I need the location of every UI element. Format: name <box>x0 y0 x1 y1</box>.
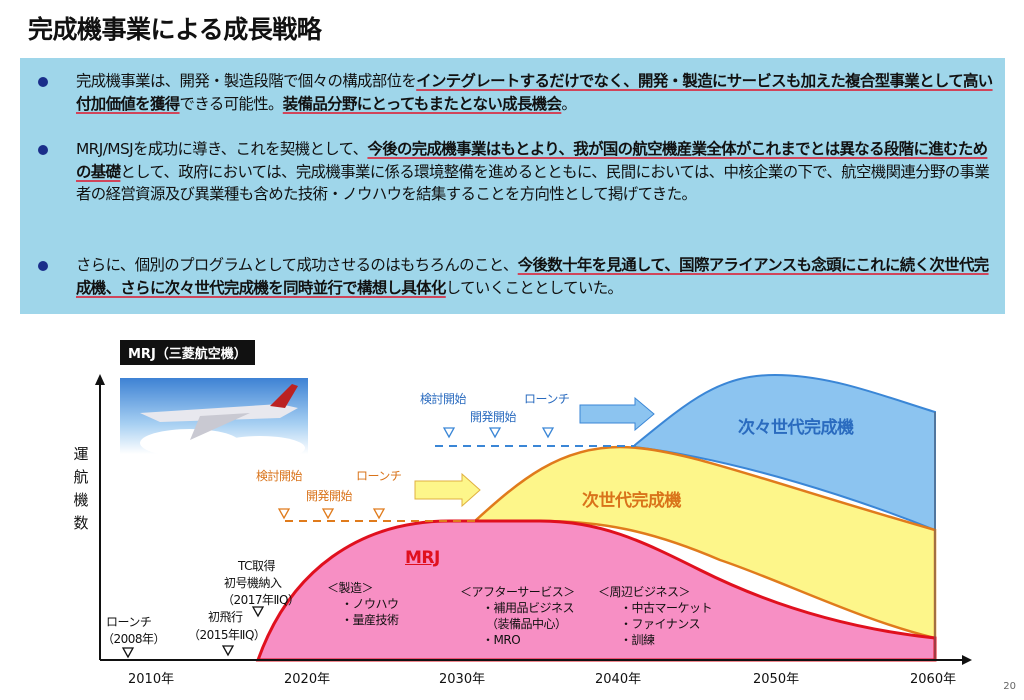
nextnext-launch: ローンチ <box>524 392 570 406</box>
bullet-3: さらに、個別のプログラムとして成功させるのはもちろんのこと、今後数十年を見通して… <box>38 254 993 299</box>
mrj-label: MRJ <box>405 548 440 568</box>
page-title: 完成機事業による成長戦略 <box>28 15 322 44</box>
mrj-tc: TC取得 <box>238 559 276 573</box>
biz-head: ＜アフターサービス＞ <box>460 585 575 599</box>
x-tick: 2020年 <box>284 672 331 687</box>
biz-head: ＜製造＞ <box>327 581 374 595</box>
mrj-launch-year: （2008年） <box>102 632 166 646</box>
emphasis-text: 装備品分野にとってもまたとない成長機会 <box>282 94 562 113</box>
biz-item: ・量産技術 <box>341 613 399 627</box>
x-tick: 2010年 <box>128 672 175 687</box>
biz-item: ・ファイナンス <box>620 617 701 631</box>
y-axis-label: 運航機数 <box>73 445 89 532</box>
body-text: 完成機事業は、開発・製造段階で個々の構成部位を <box>76 72 417 90</box>
nextnext-dev: 開発開始 <box>470 410 517 424</box>
next-gen-label: 次世代完成機 <box>582 491 682 511</box>
bullet-dot-icon <box>38 77 48 87</box>
bullet-text: さらに、個別のプログラムとして成功させるのはもちろんのこと、今後数十年を見通して… <box>76 254 993 299</box>
nextnext-study: 検討開始 <box>420 392 467 406</box>
mrj-aircraft-image <box>120 378 308 454</box>
bullet-2: MRJ/MSJを成功に導き、これを契機として、今後の完成機事業はもとより、我が国… <box>38 138 993 206</box>
next-next-gen-label: 次々世代完成機 <box>738 418 854 438</box>
body-text: として、政府においては、完成機事業に係る環境整備を進めるとともに、民間においては… <box>76 162 990 204</box>
body-text: できる可能性。 <box>179 94 284 113</box>
x-tick: 2060年 <box>910 672 957 687</box>
next-gen-arrow <box>414 472 481 508</box>
x-tick: 2040年 <box>595 672 642 687</box>
milestone-triangles <box>121 427 555 659</box>
mrj-first-delivery: 初号機納入 <box>224 576 282 590</box>
biz-item: （装備品中心） <box>486 617 567 631</box>
emphasis-text: 今後の完成機事業はもとより、我が国の航空機産業全体がこれまでとは異なる段階に進む… <box>76 140 988 181</box>
next-dev: 開発開始 <box>306 489 353 503</box>
biz-head: ＜周辺ビジネス＞ <box>598 585 691 599</box>
mrj-delivery-date: （2017年ⅡQ） <box>222 593 300 607</box>
mrj-first-flight: 初飛行 <box>208 610 243 624</box>
page-number: 20 <box>1003 681 1016 692</box>
mrj-first-flight-date: （2015年ⅡQ） <box>188 628 266 642</box>
body-text: MRJ/MSJを成功に導き、これを契機として、 <box>76 140 368 158</box>
biz-item: ・訓練 <box>620 633 655 647</box>
body-text: 。 <box>561 94 577 113</box>
next-next-gen-area <box>634 373 936 532</box>
emphasis-text: インテグレートするだけでなく、開発・製造にサービスも加えた複合型事業として高い付… <box>76 72 993 113</box>
biz-peripheral: ＜周辺ビジネス＞ ・中古マーケット ・ファイナンス ・訓練 <box>598 584 713 648</box>
mrj-area <box>255 519 937 662</box>
bullet-text: MRJ/MSJを成功に導き、これを契機として、今後の完成機事業はもとより、我が国… <box>76 138 993 206</box>
x-tick: 2050年 <box>753 672 800 687</box>
bullet-1: 完成機事業は、開発・製造段階で個々の構成部位をインテグレートするだけでなく、開発… <box>38 70 993 115</box>
body-text: していくこととしていた。 <box>445 278 623 297</box>
biz-item: ・MRO <box>482 633 521 647</box>
bullet-dot-icon <box>38 145 48 155</box>
biz-manufacturing: ＜製造＞ ・ノウハウ ・量産技術 <box>327 580 399 628</box>
biz-aftersales: ＜アフターサービス＞ ・補用品ビジネス （装備品中心） ・MRO <box>460 584 575 648</box>
mrj-tag: MRJ（三菱航空機） <box>120 340 255 365</box>
next-next-gen-arrow <box>579 396 655 432</box>
biz-item: ・中古マーケット <box>620 601 713 615</box>
biz-item: ・ノウハウ <box>341 597 399 611</box>
summary-box: 完成機事業は、開発・製造段階で個々の構成部位をインテグレートするだけでなく、開発… <box>20 58 1005 314</box>
x-tick: 2030年 <box>439 672 486 687</box>
mrj-launch: ローンチ <box>106 615 152 629</box>
emphasis-text: 今後数十年を見通して、国際アライアンスも念頭にこれに続く次世代完成機、さらに次々… <box>76 256 989 297</box>
body-text: さらに、個別のプログラムとして成功させるのはもちろんのこと、 <box>76 256 518 274</box>
bullet-dot-icon <box>38 261 48 271</box>
bullet-text: 完成機事業は、開発・製造段階で個々の構成部位をインテグレートするだけでなく、開発… <box>76 70 993 115</box>
next-launch: ローンチ <box>356 469 402 483</box>
next-study: 検討開始 <box>256 469 303 483</box>
biz-item: ・補用品ビジネス <box>482 601 575 615</box>
